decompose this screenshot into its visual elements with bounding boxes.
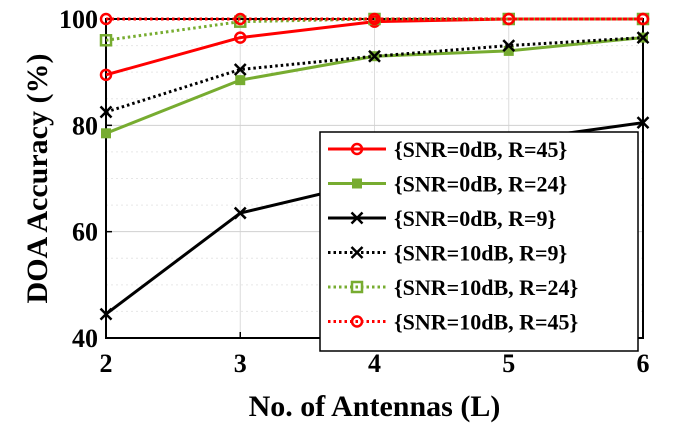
x-tick-labels: 2 3 4 5 6 bbox=[100, 332, 650, 378]
data-point bbox=[636, 116, 650, 130]
y-tick-labels: 40 60 80 100 bbox=[59, 5, 112, 353]
x-tick-label: 5 bbox=[502, 349, 515, 378]
legend-label: {SNR=10dB, R=9} bbox=[394, 241, 567, 266]
series-4 bbox=[99, 31, 650, 119]
data-point bbox=[99, 307, 113, 321]
data-point bbox=[235, 75, 246, 86]
legend-marker bbox=[352, 178, 362, 189]
legend-marker bbox=[350, 280, 364, 294]
legend-item: {SNR=10dB, R=9} bbox=[328, 241, 567, 266]
legend-marker bbox=[350, 315, 364, 328]
y-tick-label: 80 bbox=[72, 111, 98, 140]
data-point bbox=[368, 12, 381, 26]
legend-item: {SNR=10dB, R=24} bbox=[328, 275, 578, 300]
data-point bbox=[234, 12, 247, 26]
legend-item: {SNR=0dB, R=24} bbox=[328, 172, 567, 197]
data-point bbox=[99, 105, 113, 119]
y-tick-label: 100 bbox=[59, 5, 98, 34]
legend-marker bbox=[350, 211, 364, 225]
data-point bbox=[368, 49, 381, 63]
x-tick-label: 3 bbox=[234, 349, 247, 378]
data-point bbox=[99, 12, 113, 26]
legend: {SNR=0dB, R=45} {SNR=0dB, R=24} {SNR=0dB, … bbox=[319, 131, 639, 352]
legend-item: {SNR=10dB, R=45} bbox=[328, 310, 578, 335]
legend-label: {SNR=10dB, R=24} bbox=[394, 275, 578, 300]
legend-label: {SNR=0dB, R=24} bbox=[394, 172, 567, 197]
data-point bbox=[101, 128, 111, 139]
y-tick-label: 40 bbox=[72, 324, 98, 353]
x-tick-label: 4 bbox=[368, 349, 381, 378]
series-line bbox=[105, 17, 643, 42]
data-point bbox=[233, 206, 247, 220]
legend-label: {SNR=0dB, R=9} bbox=[394, 206, 556, 231]
y-tick-label: 60 bbox=[72, 218, 98, 247]
data-point bbox=[233, 63, 247, 76]
data-point bbox=[234, 31, 247, 44]
legend-item: {SNR=0dB, R=45} bbox=[328, 137, 567, 162]
series-6 bbox=[99, 12, 650, 26]
data-point bbox=[636, 12, 650, 26]
x-axis-label: No. of Antennas (L) bbox=[249, 390, 501, 423]
data-point bbox=[502, 39, 516, 52]
x-tick-label: 6 bbox=[637, 349, 650, 378]
legend-label: {SNR=0dB, R=45} bbox=[394, 137, 567, 162]
legend-box bbox=[319, 131, 639, 352]
x-tick-label: 2 bbox=[100, 349, 113, 378]
legend-item: {SNR=0dB, R=9} bbox=[328, 206, 556, 231]
data-point bbox=[502, 12, 515, 26]
legend-marker bbox=[350, 142, 364, 156]
y-axis-label: DOA Accuracy (%) bbox=[21, 54, 54, 304]
legend-label: {SNR=10dB, R=45} bbox=[394, 310, 578, 335]
legend-marker bbox=[350, 246, 364, 259]
data-point bbox=[99, 34, 113, 47]
data-point bbox=[99, 68, 113, 82]
data-point bbox=[636, 31, 650, 44]
